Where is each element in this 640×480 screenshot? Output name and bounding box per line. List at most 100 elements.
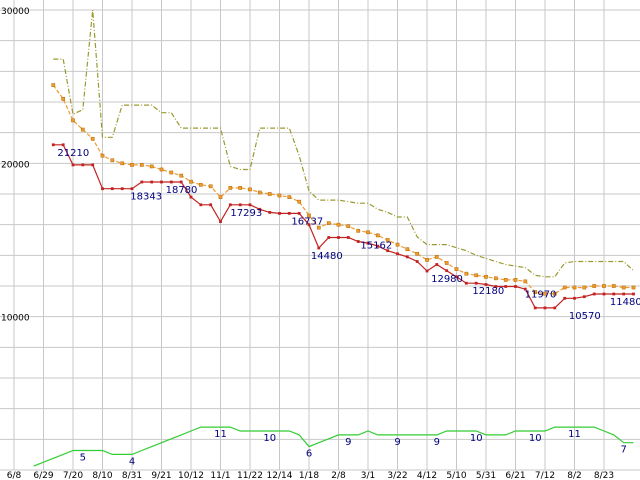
- series-marker-average-price: [297, 199, 302, 204]
- series-marker-lowest-price: [61, 143, 65, 147]
- x-axis-label: 5/10: [446, 471, 466, 480]
- point-label-lowest-price: 10570: [569, 311, 601, 322]
- series-marker-average-price: [533, 290, 538, 294]
- series-marker-average-price: [80, 127, 85, 132]
- x-axis-label: 10/12: [178, 471, 204, 480]
- series-line-number-of-shops: [33, 426, 634, 467]
- y-axis-label: 10000: [1, 314, 30, 324]
- series-marker-average-price: [356, 228, 361, 233]
- point-label-lowest-price: 12180: [472, 286, 504, 297]
- x-axis-label: 12/14: [267, 471, 293, 480]
- series-marker-average-price: [326, 221, 331, 225]
- series-marker-average-price: [444, 261, 449, 265]
- x-axis-label: 9/21: [151, 471, 171, 480]
- x-axis-label: 4/12: [417, 471, 437, 480]
- y-axis-label: 30000: [1, 7, 30, 17]
- series-marker-average-price: [208, 184, 213, 189]
- x-axis-label: 3/1: [361, 471, 375, 480]
- series-marker-average-price: [120, 161, 125, 166]
- series-marker-lowest-price: [622, 292, 626, 296]
- series-marker-average-price: [415, 251, 420, 256]
- series-marker-lowest-price: [179, 180, 183, 184]
- series-marker-average-price: [100, 153, 105, 158]
- x-axis-label: 6/29: [33, 471, 53, 480]
- series-marker-lowest-price: [484, 283, 488, 286]
- point-label-lowest-price: 18343: [130, 192, 162, 203]
- series-line-highest-price: [53, 9, 634, 278]
- point-label-number-of-shops: 11: [568, 429, 581, 440]
- series-marker-lowest-price: [317, 246, 321, 250]
- series-marker-average-price: [198, 182, 203, 187]
- x-axis-label: 6/8: [7, 471, 22, 480]
- series-marker-lowest-price: [445, 269, 449, 273]
- point-label-number-of-shops: 5: [80, 453, 86, 464]
- series-marker-lowest-price: [130, 187, 134, 191]
- series-marker-lowest-price: [602, 292, 606, 296]
- x-axis-label: 7/12: [535, 471, 555, 480]
- x-axis-label: 8/2: [567, 471, 581, 480]
- series-marker-average-price: [287, 195, 292, 199]
- series-marker-average-price: [562, 285, 567, 290]
- series-marker-average-price: [248, 187, 252, 192]
- series-marker-average-price: [425, 258, 429, 262]
- x-axis-label: 8/23: [594, 471, 614, 480]
- point-label-lowest-price: 18780: [166, 185, 198, 196]
- series-marker-average-price: [228, 186, 233, 190]
- series-marker-lowest-price: [101, 187, 104, 191]
- x-axis-label: 5/31: [476, 471, 496, 480]
- series-marker-lowest-price: [396, 252, 399, 256]
- point-label-number-of-shops: 10: [263, 433, 276, 444]
- series-marker-lowest-price: [258, 207, 262, 211]
- x-axis-label: 11/22: [237, 471, 263, 480]
- series-marker-lowest-price: [51, 143, 55, 147]
- point-label-number-of-shops: 10: [470, 433, 483, 444]
- series-marker-average-price: [277, 193, 282, 198]
- series-marker-lowest-price: [268, 211, 272, 214]
- series-marker-lowest-price: [169, 180, 173, 184]
- point-label-lowest-price: 12980: [431, 274, 463, 285]
- point-label-number-of-shops: 11: [214, 429, 227, 440]
- series-marker-lowest-price: [160, 180, 163, 184]
- series-marker-lowest-price: [523, 287, 527, 291]
- x-axis-label: 8/10: [92, 471, 112, 480]
- series-marker-lowest-price: [228, 203, 232, 207]
- x-axis-label: 8/31: [122, 471, 142, 480]
- series-marker-average-price: [395, 242, 400, 247]
- series-marker-lowest-price: [582, 295, 586, 299]
- series-marker-lowest-price: [278, 212, 281, 215]
- series-marker-lowest-price: [435, 263, 439, 266]
- series-marker-lowest-price: [494, 285, 498, 288]
- point-label-number-of-shops: 10: [529, 433, 542, 444]
- x-axis-label: 2/8: [331, 471, 346, 480]
- series-marker-average-price: [503, 278, 508, 282]
- series-marker-average-price: [267, 192, 272, 196]
- series-marker-average-price: [110, 158, 115, 163]
- series-marker-average-price: [307, 213, 311, 218]
- series-marker-average-price: [179, 173, 184, 178]
- x-axis-label: 11/1: [210, 471, 230, 480]
- series-marker-lowest-price: [307, 223, 311, 227]
- series-marker-lowest-price: [533, 306, 537, 310]
- point-label-number-of-shops: 9: [394, 437, 400, 448]
- series-marker-average-price: [611, 284, 616, 288]
- series-marker-average-price: [336, 222, 341, 227]
- series-marker-lowest-price: [91, 163, 95, 167]
- series-marker-average-price: [346, 224, 351, 229]
- series-marker-average-price: [523, 279, 528, 284]
- series-line-average-price: [52, 84, 634, 295]
- series-marker-lowest-price: [238, 203, 242, 207]
- series-marker-lowest-price: [150, 180, 154, 184]
- series-marker-lowest-price: [386, 249, 390, 253]
- series-marker-lowest-price: [376, 244, 380, 248]
- series-line-lowest-price: [53, 144, 634, 309]
- series-marker-lowest-price: [612, 292, 616, 296]
- series-marker-average-price: [61, 97, 66, 101]
- point-label-lowest-price: 11970: [525, 290, 557, 301]
- series-marker-lowest-price: [573, 296, 576, 300]
- series-marker-lowest-price: [110, 187, 114, 191]
- point-label-lowest-price: 15162: [360, 241, 392, 252]
- point-label-lowest-price: 11480: [610, 297, 640, 308]
- series-marker-average-price: [375, 233, 380, 238]
